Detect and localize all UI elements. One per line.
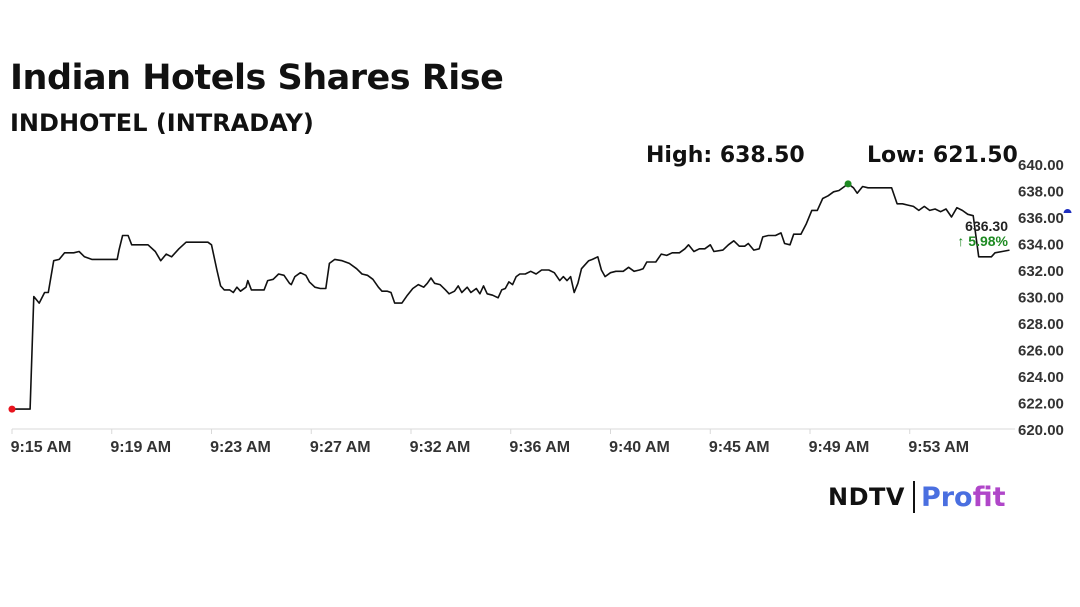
ndtv-wordmark: NDTV (828, 483, 905, 511)
y-tick-label: 620.00 (1018, 422, 1064, 439)
x-tick-label: 9:40 AM (609, 439, 670, 456)
x-tick-label: 9:45 AM (709, 439, 770, 456)
y-tick-label: 638.00 (1018, 184, 1064, 201)
high-label: High: 638.50 (646, 143, 805, 168)
y-tick-label: 622.00 (1018, 396, 1064, 413)
y-tick-label: 640.00 (1018, 157, 1064, 174)
y-tick-label: 626.00 (1018, 343, 1064, 360)
price-line (12, 183, 1010, 410)
y-tick-label: 632.00 (1018, 263, 1064, 280)
x-tick-label: 9:27 AM (310, 439, 371, 456)
chart-title: Indian Hotels Shares Rise (10, 58, 504, 98)
x-tick-label: 9:23 AM (210, 439, 271, 456)
x-tick-label: 9:53 AM (908, 439, 969, 456)
y-axis: 640.00 638.00 636.00 634.00 632.00 630.00 628.… (1018, 157, 1064, 439)
chart-subtitle: INDHOTEL (INTRADAY) (10, 109, 314, 137)
ndtv-profit-logo: NDTV Profit (828, 478, 1006, 516)
plot-area: 636.30↑ 5.98% (8, 180, 1072, 413)
x-tick-label: 9:36 AM (509, 439, 570, 456)
last-price-marker (1063, 209, 1072, 214)
y-tick-label: 624.00 (1018, 369, 1064, 386)
x-tick-label: 9:32 AM (410, 439, 471, 456)
last-price-label: 636.30 (965, 218, 1008, 234)
change-percent-label: ↑ 5.98% (957, 233, 1008, 249)
logo-divider (912, 481, 915, 513)
x-axis: 9:15 AM 9:19 AM 9:23 AM 9:27 AM 9:32 AM 9:36 … (11, 428, 1015, 456)
x-tick-label: 9:49 AM (809, 439, 870, 456)
y-tick-label: 636.00 (1018, 210, 1064, 227)
low-marker (8, 405, 16, 413)
high-marker (844, 180, 852, 188)
y-tick-label: 628.00 (1018, 316, 1064, 333)
x-tick-label: 9:19 AM (110, 439, 171, 456)
profit-wordmark: Profit (920, 481, 1006, 513)
x-tick-label: 9:15 AM (11, 439, 72, 456)
low-label: Low: 621.50 (867, 143, 1018, 168)
y-tick-label: 630.00 (1018, 290, 1064, 307)
y-tick-label: 634.00 (1018, 237, 1064, 254)
